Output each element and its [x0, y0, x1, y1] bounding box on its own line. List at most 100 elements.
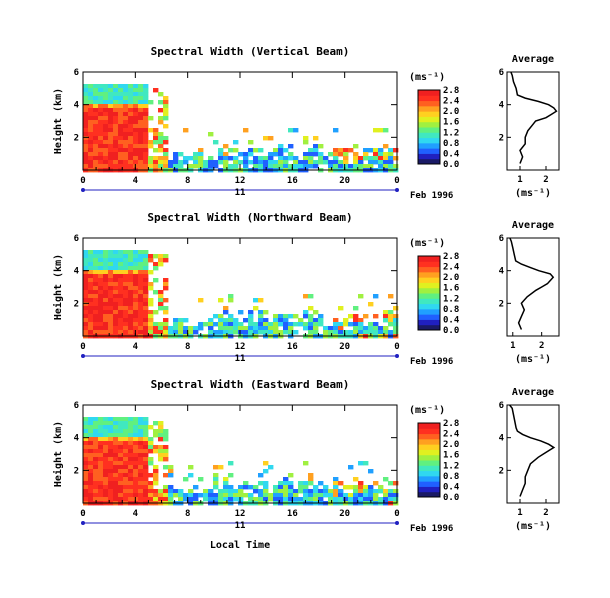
heatmap-cell	[93, 140, 99, 145]
heatmap-cell	[83, 473, 89, 478]
heatmap-cell	[318, 318, 324, 323]
colorbar-tick-label: 0.0	[443, 493, 459, 503]
heatmap-cell	[123, 469, 129, 474]
heatmap-cell	[218, 152, 224, 157]
heatmap-cell	[88, 485, 94, 490]
heatmap-cell	[303, 152, 309, 157]
heatmap-cell	[103, 493, 109, 498]
heatmap-cell	[203, 164, 209, 169]
heatmap-cell	[163, 437, 169, 442]
heatmap-cell	[388, 322, 394, 327]
heatmap-cell	[133, 469, 139, 474]
heatmap-cell	[83, 148, 89, 153]
heatmap-cell	[113, 322, 119, 327]
heatmap-cell	[108, 160, 114, 165]
heatmap-cell	[98, 262, 104, 267]
heatmap-cell	[313, 148, 319, 153]
heatmap-cell	[358, 461, 364, 466]
day-line-start	[81, 188, 85, 192]
heatmap-cell	[363, 148, 369, 153]
heatmap-cell	[118, 140, 124, 145]
heatmap-cell	[88, 322, 94, 327]
heatmap-cell	[223, 160, 229, 165]
heatmap-cell	[103, 116, 109, 121]
heatmap-cell	[223, 306, 229, 311]
heatmap-cell	[123, 302, 129, 307]
heatmap-cell	[98, 322, 104, 327]
heatmap-cell	[163, 433, 169, 438]
profile-y-tick-label: 2	[499, 466, 504, 476]
heatmap-cell	[228, 493, 234, 498]
heatmap-cell	[153, 469, 159, 474]
heatmap-cell	[88, 477, 94, 482]
heatmap-cell	[93, 144, 99, 149]
heatmap-cell	[188, 465, 194, 470]
heatmap-cell	[223, 497, 229, 502]
heatmap-cell	[153, 254, 159, 259]
heatmap-cell	[123, 421, 129, 426]
heatmap-cell	[88, 92, 94, 97]
heatmap-cell	[143, 148, 149, 153]
heatmap-cell	[108, 140, 114, 145]
heatmap-cell	[128, 152, 134, 157]
profile-x-tick-label: 1	[510, 341, 515, 351]
heatmap-cell	[118, 429, 124, 434]
heatmap-cell	[113, 278, 119, 283]
colorbar-tick-label: 1.2	[443, 128, 459, 138]
heatmap-cell	[123, 116, 129, 121]
heatmap-cell	[143, 306, 149, 311]
heatmap-cell	[113, 417, 119, 422]
heatmap-cell	[108, 258, 114, 263]
x-tick-label: 20	[339, 509, 350, 519]
heatmap-cell	[393, 489, 399, 494]
heatmap-cell	[83, 314, 89, 319]
heatmap-cell	[143, 88, 149, 93]
profile-y-tick-label: 6	[499, 234, 504, 244]
heatmap-cell	[393, 481, 399, 486]
heatmap-cell	[103, 298, 109, 303]
heatmap-cell	[93, 136, 99, 141]
heatmap-cell	[203, 322, 209, 327]
heatmap-cell	[83, 477, 89, 482]
heatmap-cell	[133, 326, 139, 331]
heatmap-cell	[88, 124, 94, 129]
heatmap-cell	[143, 294, 149, 299]
heatmap-cell	[138, 326, 144, 331]
heatmap-cell	[83, 258, 89, 263]
heatmap-cell	[98, 278, 104, 283]
heatmap-cell	[83, 286, 89, 291]
heatmap-cell	[288, 473, 294, 478]
heatmap-cell	[128, 421, 134, 426]
heatmap-cell	[158, 140, 164, 145]
heatmap-cell	[168, 330, 174, 335]
heatmap-cell	[128, 326, 134, 331]
heatmap-cell	[138, 306, 144, 311]
heatmap-cell	[118, 441, 124, 446]
heatmap-cell	[93, 493, 99, 498]
heatmap-cell	[143, 152, 149, 157]
heatmap-cell	[388, 294, 394, 299]
heatmap-cell	[123, 457, 129, 462]
heatmap-cell	[88, 445, 94, 450]
heatmap-cell	[233, 326, 239, 331]
heatmap-cell	[123, 433, 129, 438]
heatmap-cell	[193, 160, 199, 165]
heatmap-cell	[263, 489, 269, 494]
x-tick-label: 16	[287, 342, 298, 352]
colorbar-segment	[418, 423, 440, 429]
heatmap-cell	[223, 489, 229, 494]
heatmap-cell	[143, 461, 149, 466]
heatmap-cell	[123, 425, 129, 430]
heatmap-cell	[153, 88, 159, 93]
heatmap-cell	[103, 286, 109, 291]
heatmap-cell	[113, 164, 119, 169]
heatmap-cell	[108, 120, 114, 125]
heatmap-cell	[188, 164, 194, 169]
heatmap-cell	[338, 160, 344, 165]
heatmap-cell	[218, 465, 224, 470]
heatmap-cell	[98, 274, 104, 279]
heatmap-cell	[233, 140, 239, 145]
heatmap-cell	[198, 477, 204, 482]
heatmap-cell	[133, 104, 139, 109]
heatmap-cell	[208, 493, 214, 498]
